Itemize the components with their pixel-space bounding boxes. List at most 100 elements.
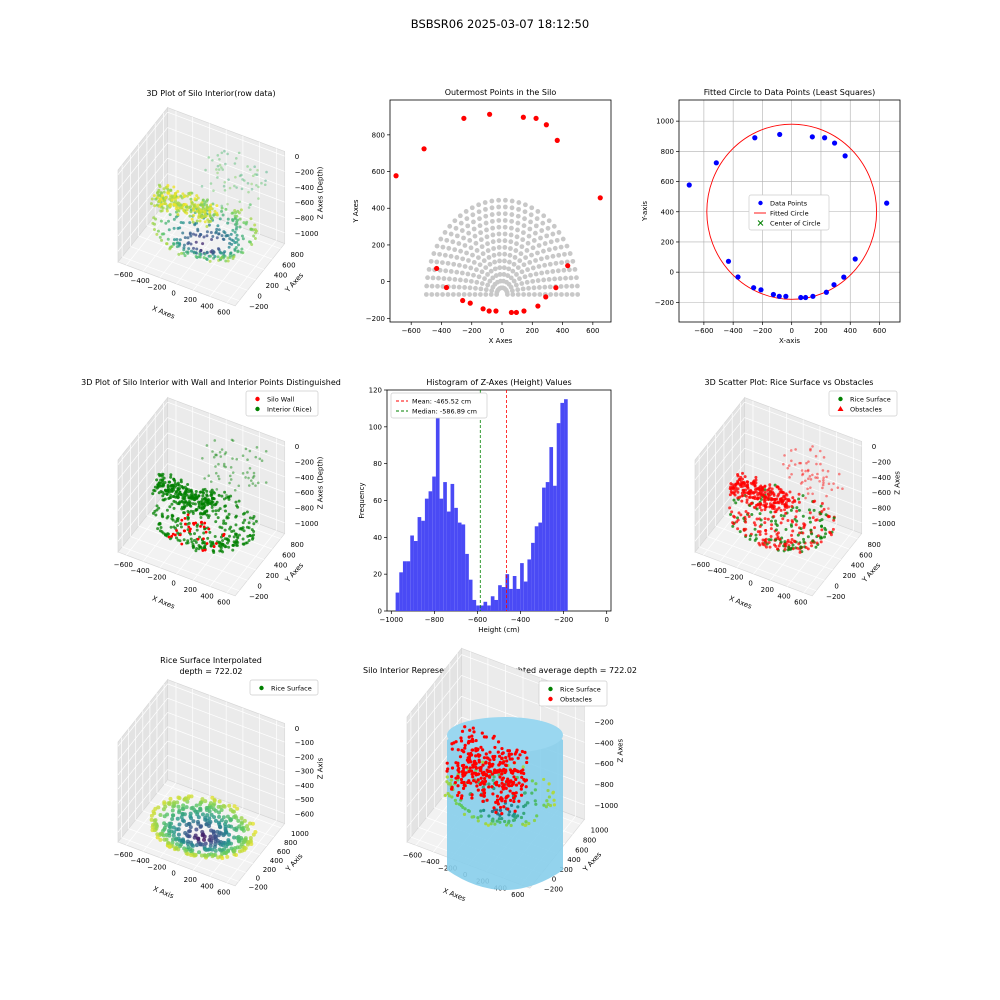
data-point — [172, 242, 176, 246]
data-point — [784, 544, 788, 548]
data-point — [223, 149, 226, 153]
z-tick-label: 0 — [872, 443, 876, 451]
data-point — [196, 227, 200, 231]
obstacle-point — [485, 798, 489, 802]
data-point — [772, 515, 776, 519]
y-tick-label: 600 — [372, 168, 385, 176]
data-point — [519, 281, 525, 286]
data-point — [514, 272, 519, 277]
surface-point — [162, 800, 167, 805]
data-point — [192, 246, 196, 250]
data-point — [793, 540, 797, 544]
surface-point — [210, 847, 215, 852]
data-point — [154, 513, 158, 517]
z-tick-label: −500 — [295, 796, 314, 804]
data-point — [484, 227, 489, 233]
surface-point — [476, 816, 480, 820]
data-point — [774, 522, 778, 526]
data-point — [491, 246, 496, 251]
outer-point — [543, 294, 549, 300]
data-point — [227, 497, 231, 501]
surface-point — [175, 842, 180, 847]
y-tick-label: 400 — [274, 562, 287, 570]
surface-point — [481, 785, 485, 789]
data-point — [198, 252, 202, 256]
data-point — [535, 278, 541, 283]
obstacle-point — [458, 755, 463, 759]
data-point — [220, 448, 224, 451]
data-point — [522, 202, 528, 208]
data-point — [226, 152, 229, 156]
obstacle-point — [480, 731, 484, 735]
data-point — [470, 212, 476, 218]
obstacle-point — [482, 756, 487, 760]
surface-point — [181, 803, 186, 808]
data-point — [183, 254, 187, 258]
data-point — [770, 291, 777, 298]
data-point — [220, 209, 224, 213]
data-point — [235, 504, 239, 508]
data-point — [784, 501, 788, 505]
data-point — [207, 223, 211, 227]
obstacle-point — [502, 805, 506, 809]
data-point — [767, 487, 771, 491]
data-point — [208, 530, 212, 534]
obstacle-point — [460, 729, 465, 733]
histogram-bar — [446, 511, 451, 611]
data-point — [187, 191, 191, 195]
x-tick-label: −600 — [402, 327, 421, 335]
y-tick-label: 40 — [373, 534, 382, 542]
fitted-circle — [706, 123, 878, 300]
surface-point — [235, 845, 240, 850]
data-point — [195, 528, 199, 532]
surface-point — [187, 834, 192, 839]
data-point — [429, 283, 435, 289]
data-point — [214, 453, 217, 457]
obstacle-point — [509, 752, 514, 756]
z-tick-label: −1000 — [872, 520, 896, 528]
data-point — [807, 477, 810, 481]
obstacle-point — [456, 763, 460, 768]
gridline — [167, 683, 285, 729]
data-point — [774, 528, 778, 532]
data-point — [222, 464, 226, 468]
data-point — [198, 219, 202, 223]
data-point — [226, 234, 230, 238]
data-point — [237, 533, 241, 537]
z-tick-label: −800 — [295, 214, 314, 222]
obstacle-point — [497, 784, 501, 788]
gridline — [406, 675, 462, 745]
histogram-bar — [457, 522, 462, 611]
x-tick-label: 600 — [794, 599, 807, 607]
surface-point — [155, 832, 160, 837]
data-point — [815, 462, 818, 466]
data-point — [461, 235, 466, 241]
obstacle-point — [479, 745, 483, 749]
x-tick-label: −200 — [147, 573, 166, 581]
x-tick-label: −200 — [554, 616, 573, 624]
legend-entry: Obstacles — [560, 696, 593, 704]
surface-point — [522, 804, 526, 809]
data-point — [799, 461, 803, 465]
data-point — [207, 220, 211, 224]
data-point — [841, 487, 844, 491]
obstacle-point — [494, 810, 498, 814]
x-axis-label: X Axes — [728, 594, 753, 610]
data-point — [203, 548, 207, 552]
data-point — [757, 541, 761, 545]
data-point — [809, 449, 812, 452]
obstacle-point — [493, 745, 497, 750]
data-point — [170, 513, 174, 517]
histogram-bar — [450, 483, 455, 611]
data-point — [199, 524, 202, 528]
data-point — [233, 248, 237, 252]
obstacle-point — [468, 728, 472, 732]
legend-marker — [838, 396, 843, 402]
legend-marker — [837, 406, 844, 411]
legend-marker — [259, 685, 264, 691]
data-point — [440, 292, 445, 297]
x-tick-label: 200 — [814, 327, 827, 335]
data-point — [179, 220, 183, 224]
data-point — [234, 175, 237, 179]
data-point — [170, 194, 174, 198]
